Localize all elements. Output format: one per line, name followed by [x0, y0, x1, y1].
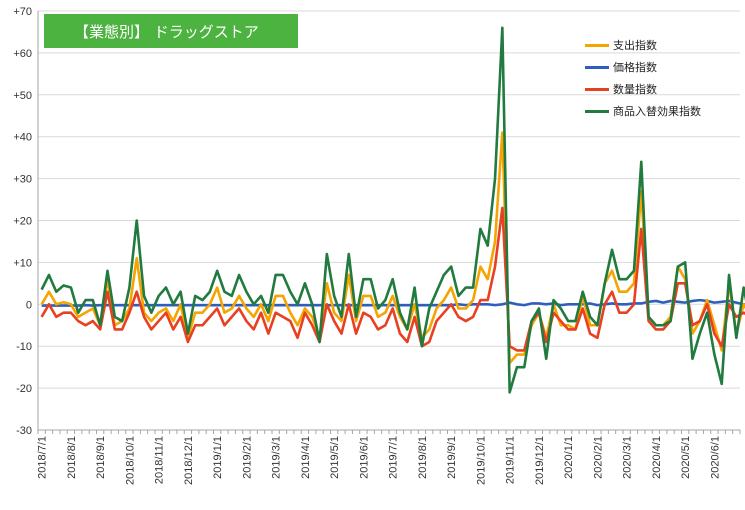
x-tick-label: 2020/6/1 — [709, 436, 721, 479]
y-tick-label: +40 — [13, 132, 32, 144]
y-tick-label: +60 — [13, 48, 32, 60]
y-tick-label: +10 — [13, 257, 32, 269]
legend-label-quantity: 数量指数 — [613, 83, 657, 96]
x-tick-label: 2019/6/1 — [358, 436, 370, 479]
series-line — [41, 298, 745, 307]
chart-title: 【業態別】 ドラッグストア — [44, 14, 298, 48]
y-tick-label: -10 — [16, 341, 32, 353]
y-tick-label: -30 — [16, 425, 32, 437]
x-tick-label: 2019/4/1 — [300, 436, 312, 479]
x-tick-label: 2020/2/1 — [592, 436, 604, 479]
y-tick-label: +30 — [13, 174, 32, 186]
x-tick-label: 2019/2/1 — [241, 436, 253, 479]
x-tick-label: 2020/4/1 — [651, 436, 663, 479]
legend-item-quantity: 数量指数 — [585, 78, 701, 100]
legend-item-replacement: 商品入替効果指数 — [585, 100, 701, 122]
legend: 支出指数 価格指数 数量指数 商品入替効果指数 — [585, 34, 701, 122]
y-tick-label: +70 — [13, 6, 32, 18]
y-tick-label: -20 — [16, 383, 32, 395]
x-tick-label: 2019/9/1 — [446, 436, 458, 479]
x-tick-label: 2019/3/1 — [271, 436, 283, 479]
y-tick-label: +20 — [13, 216, 32, 228]
x-tick-label: 2019/10/1 — [475, 436, 487, 485]
series-line — [40, 206, 745, 352]
x-tick-label: 2018/11/1 — [154, 436, 166, 484]
legend-label-replacement: 商品入替効果指数 — [613, 105, 701, 118]
x-tick-label: 2020/3/1 — [622, 436, 634, 479]
x-tick-label: 2019/5/1 — [329, 436, 341, 479]
x-tick-label: 2019/7/1 — [388, 436, 400, 479]
series-line — [40, 26, 745, 394]
legend-swatch-replacement — [585, 109, 609, 113]
legend-item-price: 価格指数 — [585, 56, 701, 78]
x-tick-label: 2018/12/1 — [183, 436, 195, 485]
x-tick-label: 2018/7/1 — [37, 436, 49, 479]
y-tick-label: 0 — [26, 299, 32, 311]
x-tick-label: 2019/8/1 — [417, 436, 429, 479]
legend-swatch-quantity — [585, 87, 609, 91]
legend-swatch-price — [585, 65, 609, 69]
x-tick-label: 2018/8/1 — [66, 436, 78, 479]
series-line — [40, 131, 745, 365]
legend-swatch-spending — [585, 43, 609, 47]
x-tick-label: 2018/10/1 — [124, 436, 136, 485]
x-tick-label: 2018/9/1 — [95, 436, 107, 479]
x-tick-label: 2019/11/1 — [505, 436, 517, 484]
x-tick-label: 2020/5/1 — [680, 436, 692, 479]
x-tick-label: 2019/1/1 — [212, 436, 224, 479]
legend-item-spending: 支出指数 — [585, 34, 701, 56]
legend-label-price: 価格指数 — [613, 61, 657, 74]
x-tick-label: 2019/12/1 — [534, 436, 546, 485]
x-tick-label: 2020/1/1 — [563, 436, 575, 479]
y-tick-label: +50 — [13, 90, 32, 102]
legend-label-spending: 支出指数 — [613, 39, 657, 52]
